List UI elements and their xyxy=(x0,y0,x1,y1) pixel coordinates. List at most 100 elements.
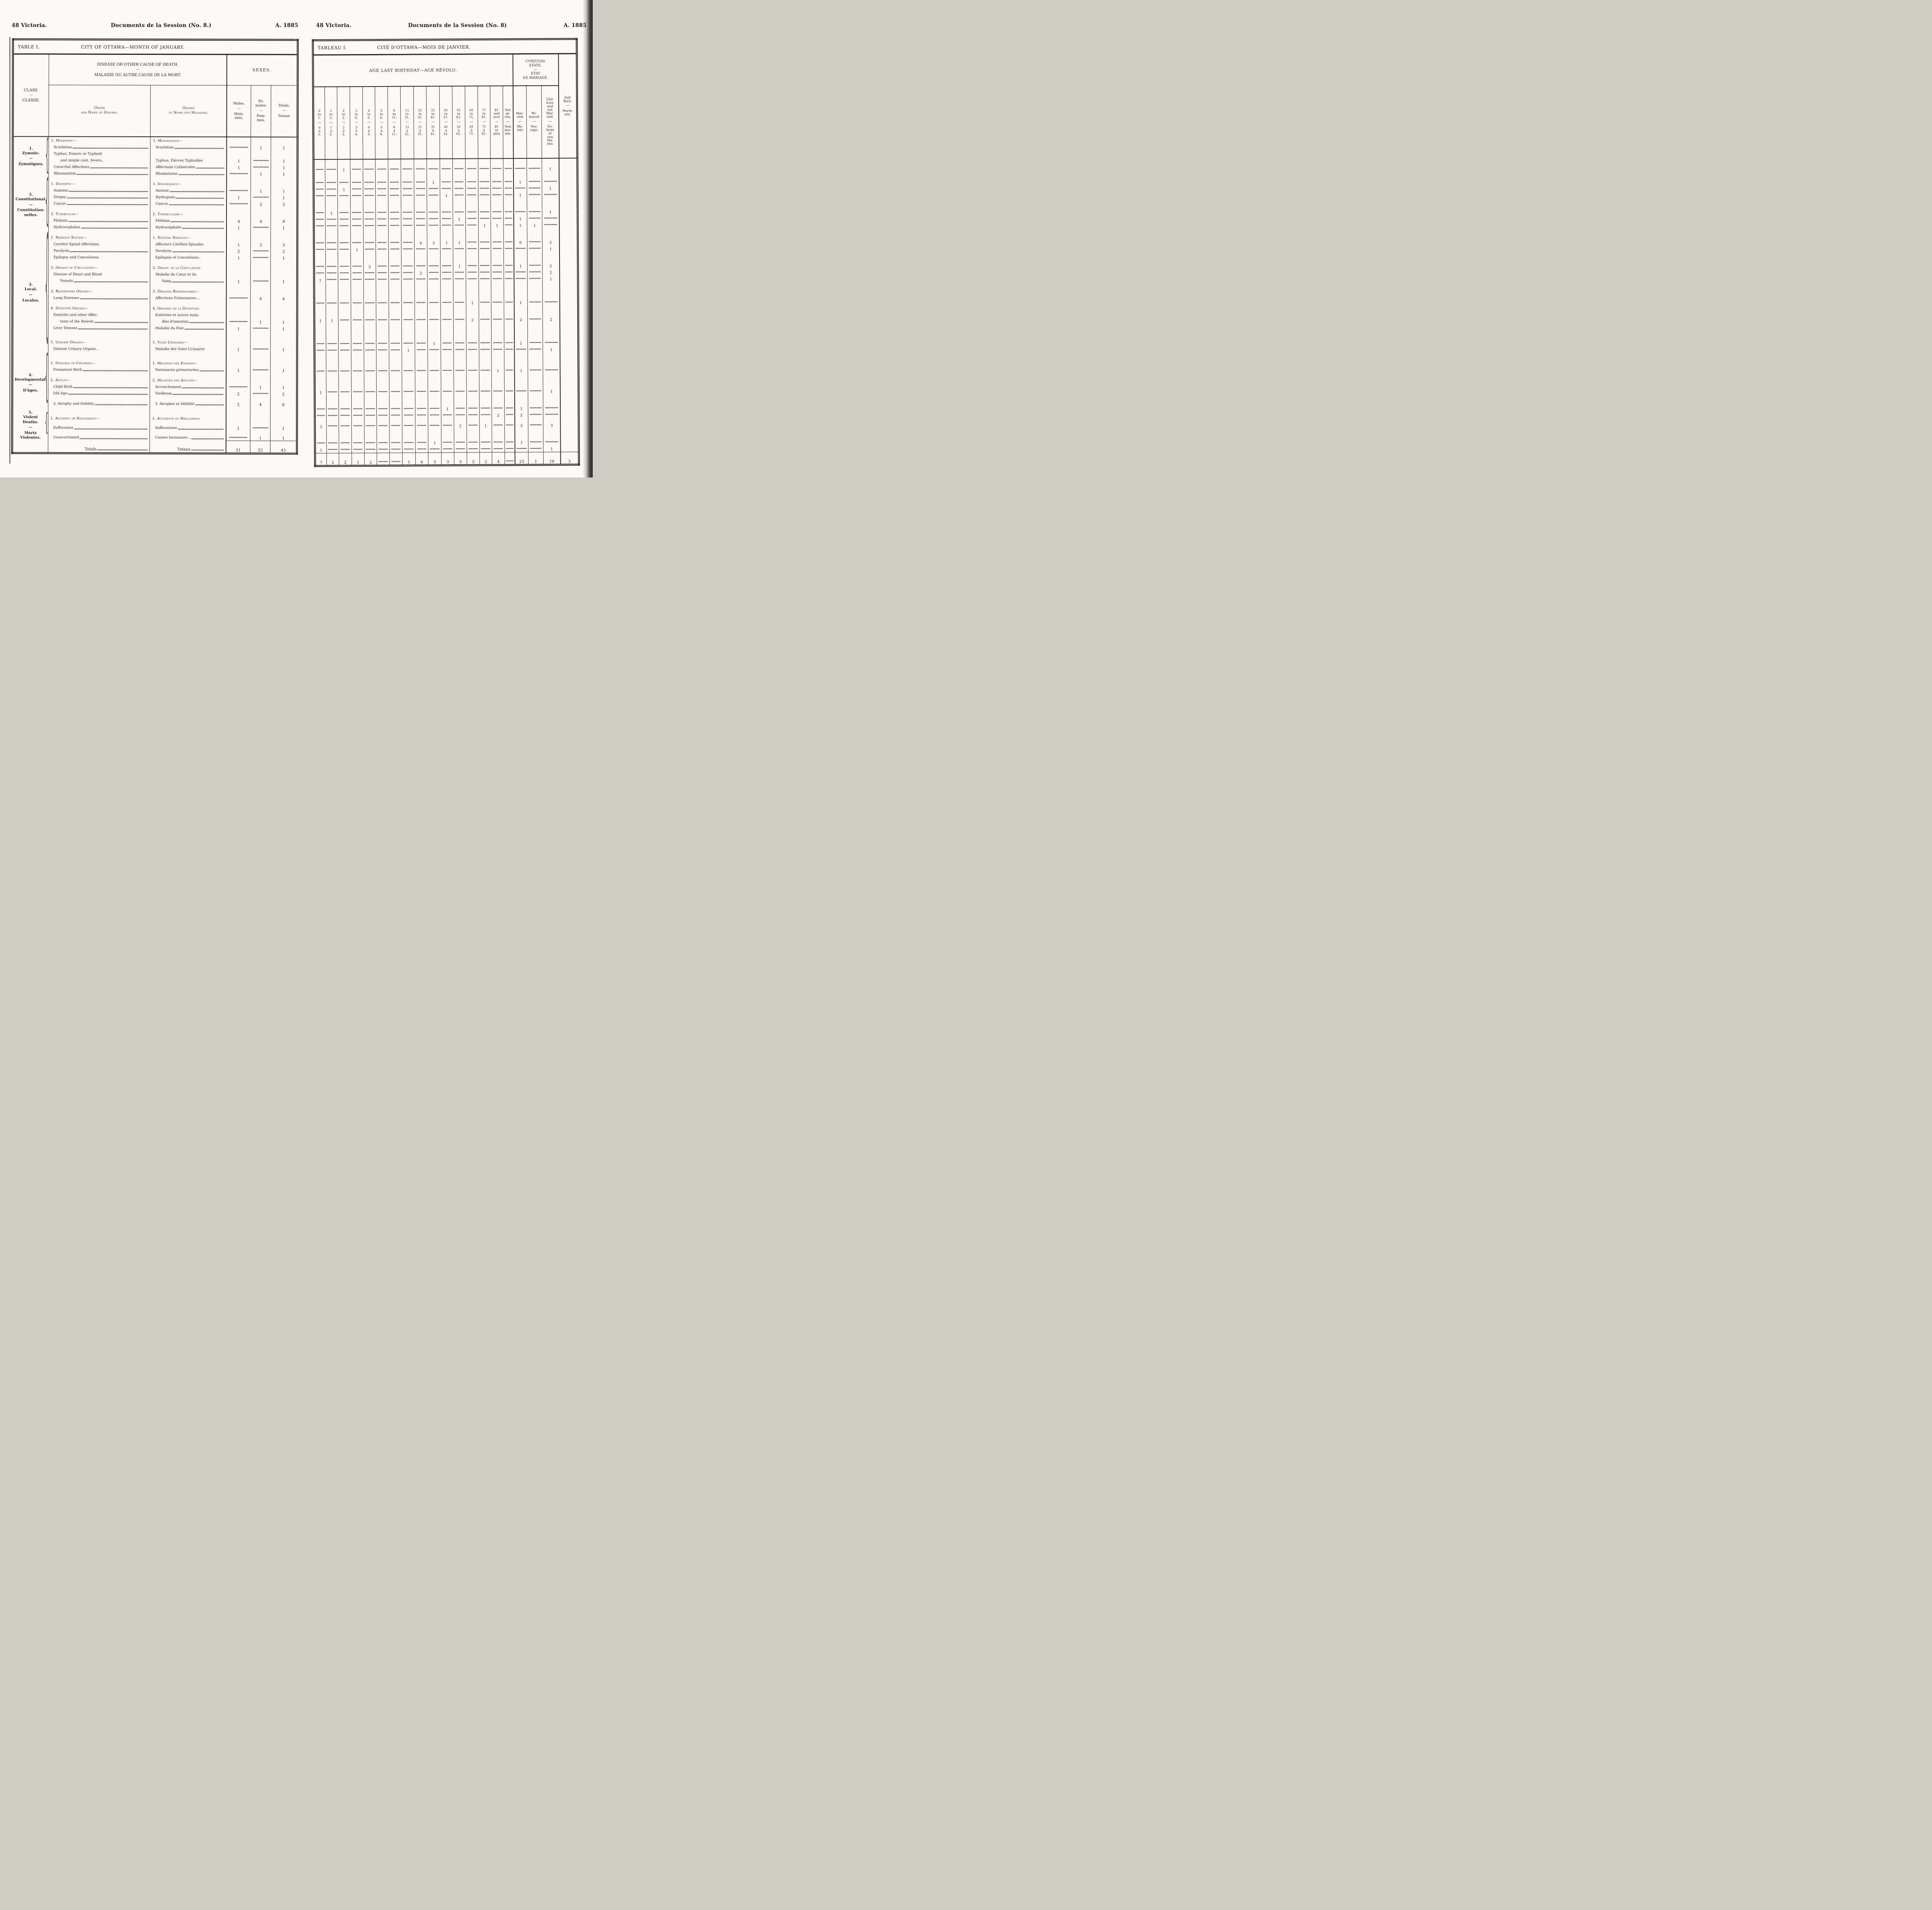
dotted-leader xyxy=(315,168,324,170)
count-cell xyxy=(543,352,560,367)
count-cell xyxy=(527,198,542,209)
count-cell: 1 xyxy=(226,366,250,373)
dotted-leader xyxy=(352,272,362,274)
dotted-leader xyxy=(189,321,224,324)
count-cell xyxy=(479,367,492,374)
count-cell xyxy=(543,299,560,306)
count-cell: 1 xyxy=(226,157,251,164)
count-cell xyxy=(401,269,415,276)
disease-name-cell: Child Birth xyxy=(48,383,150,390)
dotted-leader xyxy=(530,413,542,415)
count-cell xyxy=(325,223,338,229)
count-cell xyxy=(338,276,351,283)
count-cell xyxy=(338,419,352,430)
count-cell: 1 xyxy=(271,170,298,177)
dotted-leader xyxy=(492,271,502,273)
count-cell xyxy=(352,446,365,453)
disease-name-cell: Typhus, Enteric or Typhoid xyxy=(54,152,102,156)
count-cell xyxy=(427,347,441,353)
count-cell xyxy=(226,207,251,218)
dotted-leader xyxy=(340,370,350,372)
count-cell xyxy=(479,299,492,306)
count-cell xyxy=(440,275,453,283)
dotted-leader xyxy=(191,437,224,440)
count-cell xyxy=(401,239,415,246)
count-cell xyxy=(402,446,416,453)
count-cell: 1 xyxy=(427,179,440,186)
count-cell xyxy=(414,172,427,179)
dotted-leader xyxy=(403,241,413,243)
count-cell xyxy=(270,271,298,278)
count-cell xyxy=(542,178,559,185)
disease-name-cell: Lung Diseases xyxy=(48,294,150,301)
count-cell xyxy=(326,412,339,419)
count-cell: 2 xyxy=(226,390,250,397)
table-row xyxy=(315,428,579,440)
count-cell xyxy=(527,352,543,367)
dotted-leader xyxy=(504,187,512,189)
disease-name-cell: tions of the Bowels xyxy=(48,318,150,325)
dotted-leader xyxy=(389,181,400,183)
col-header-age-Notgi-ven: Not gi-ven. — Non don-nés. xyxy=(503,86,514,159)
count-cell xyxy=(364,340,376,347)
count-cell xyxy=(337,199,350,210)
count-cell xyxy=(478,228,491,239)
count-cell xyxy=(503,165,514,172)
dotted-leader xyxy=(378,318,388,321)
count-cell xyxy=(388,179,401,186)
count-cell xyxy=(226,230,251,241)
count-cell xyxy=(441,439,454,446)
dotted-leader xyxy=(481,441,491,443)
count-cell xyxy=(377,439,390,446)
dotted-leader xyxy=(390,241,400,243)
count-cell xyxy=(314,193,325,199)
dotted-leader xyxy=(403,424,414,427)
count-cell xyxy=(440,346,454,353)
dotted-leader xyxy=(468,348,478,350)
count-cell xyxy=(376,333,389,340)
count-cell xyxy=(441,394,454,406)
dotted-leader xyxy=(340,425,350,427)
col-header-conjugal-1: Wi-dowed — Veu-vage. xyxy=(526,85,542,158)
disease-name-cell: Suffocation xyxy=(48,421,150,431)
count-cell: 1 xyxy=(226,241,251,248)
count-cell xyxy=(314,263,326,270)
count-cell xyxy=(325,253,338,263)
dotted-leader xyxy=(391,424,401,427)
count-cell: 1 xyxy=(250,170,271,177)
dotted-leader xyxy=(316,265,325,267)
group-brace: { xyxy=(45,409,48,437)
count-cell xyxy=(364,333,376,341)
count-cell xyxy=(414,222,427,229)
dotted-leader xyxy=(229,385,248,388)
count-cell xyxy=(504,388,515,395)
total-males: 21 xyxy=(226,440,250,454)
count-cell xyxy=(402,418,415,429)
disease-name-cell: Enteritis and other Affec- xyxy=(53,313,98,317)
count-cell xyxy=(389,367,402,374)
dotted-leader xyxy=(442,424,452,427)
count-cell xyxy=(414,199,427,209)
count-cell xyxy=(313,167,325,173)
count-cell: 1 xyxy=(325,209,338,216)
count-cell xyxy=(427,276,440,283)
count-cell xyxy=(314,300,326,307)
count-cell xyxy=(465,172,478,179)
dotted-leader xyxy=(390,301,400,304)
count-cell: 1 xyxy=(440,239,453,246)
dotted-leader xyxy=(353,391,363,393)
count-cell xyxy=(401,209,415,216)
count-cell xyxy=(389,405,402,412)
count-cell: 1 xyxy=(452,215,466,222)
dotted-leader xyxy=(353,448,363,450)
dotted-leader xyxy=(493,390,503,392)
dotted-leader xyxy=(377,187,387,190)
count-cell xyxy=(338,293,351,300)
count-cell xyxy=(527,305,543,316)
order-header-cell: 3. Respiratory Organs— xyxy=(51,289,93,294)
dotted-leader xyxy=(455,348,465,350)
col-header-age-6to11: 6 to 11. —6 à 11. xyxy=(388,86,401,159)
count-cell xyxy=(414,185,427,192)
count-cell xyxy=(440,178,453,186)
